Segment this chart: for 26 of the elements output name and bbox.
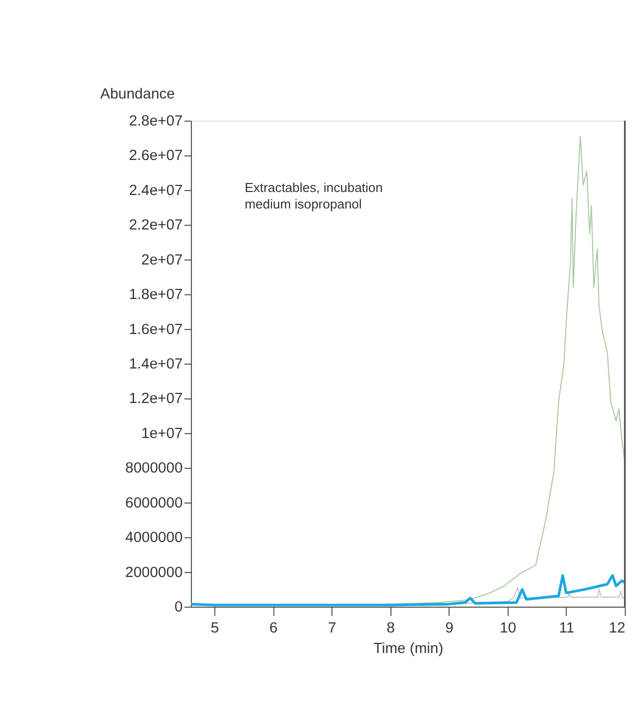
x-tick-label: 10: [500, 620, 516, 636]
y-tick-label: 1e+07: [141, 426, 183, 442]
y-tick-label: 2.4e+07: [128, 182, 183, 199]
y-tick-label: 2.8e+07: [128, 114, 183, 130]
y-tick-label: 0: [174, 600, 183, 616]
x-tick-label: 6: [269, 620, 278, 636]
x-tick-label: 12: [608, 620, 626, 636]
annotation: Extractables, incubation medium isopropanol: [244, 180, 383, 212]
y-tick-label: 1.2e+07: [128, 391, 183, 408]
y-tick-label: 2.6e+07: [128, 148, 183, 164]
x-tick-label: 7: [328, 620, 336, 636]
y-tick-label: 1.6e+07: [128, 322, 183, 338]
y-tick-label: 2000000: [125, 564, 183, 581]
y-tick-label: 1.8e+07: [128, 287, 183, 304]
y-tick-label: 2.2e+07: [128, 218, 183, 234]
y-tick-label: 4000000: [125, 530, 183, 546]
y-tick-label: 8000000: [125, 460, 183, 477]
y-tick-label: 2e+07: [141, 252, 183, 268]
y-axis-title: Abundance: [100, 86, 175, 103]
x-tick-label: 9: [445, 620, 454, 636]
x-axis-title: Time (min): [373, 641, 444, 658]
x-tick-label: 8: [386, 620, 395, 636]
y-tick-label: 1.4e+07: [128, 356, 183, 373]
x-tick-label: 5: [210, 620, 219, 636]
y-tick-label: 6000000: [125, 495, 183, 512]
x-tick-label: 11: [558, 620, 574, 636]
